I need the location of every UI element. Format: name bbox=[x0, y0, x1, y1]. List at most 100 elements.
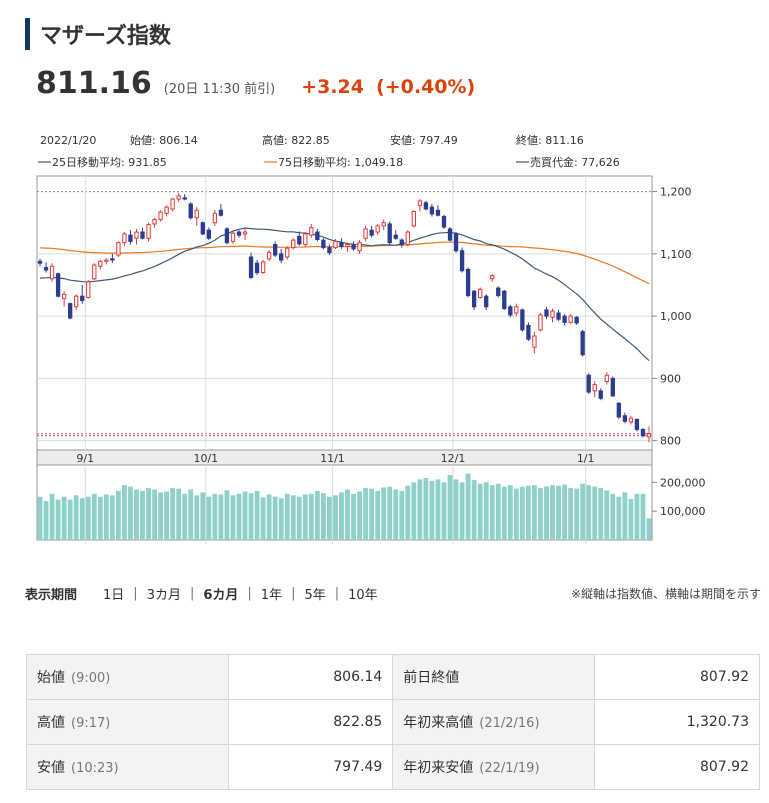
volume-bar bbox=[182, 493, 188, 540]
price-change-percent: (+0.40%) bbox=[376, 76, 476, 98]
volume-bar bbox=[230, 495, 236, 540]
volume-bar bbox=[333, 495, 338, 540]
volume-bar bbox=[109, 495, 115, 540]
volume-bar bbox=[538, 488, 543, 540]
volume-bar bbox=[513, 488, 519, 540]
period-option-10y[interactable]: 10年 bbox=[348, 588, 378, 603]
volume-bar bbox=[122, 485, 127, 540]
candle-body bbox=[459, 250, 465, 272]
x-tick-label: 9/1 bbox=[76, 452, 94, 465]
candle-body bbox=[508, 306, 513, 316]
candle-body bbox=[321, 239, 326, 249]
candle-body bbox=[411, 210, 416, 227]
volume-bar bbox=[369, 488, 375, 540]
period-separator: | bbox=[189, 586, 195, 601]
price-stats-table: 始値 (9:00) 806.14 前日終値 807.92 高値 (9:17) 822… bbox=[26, 654, 760, 790]
period-option-1d[interactable]: 1日 bbox=[103, 588, 125, 603]
stat-value: 1,320.73 bbox=[594, 699, 760, 745]
volume-bar bbox=[266, 494, 272, 540]
candle-body bbox=[538, 314, 543, 331]
axis-note: ※縦軸は指数値、横軸は期間を示す bbox=[570, 587, 761, 601]
candle-body bbox=[562, 315, 567, 323]
candle-body bbox=[242, 231, 248, 235]
candle-body bbox=[441, 215, 447, 228]
candle-body bbox=[622, 415, 628, 422]
candle-body bbox=[592, 384, 597, 392]
volume-bar bbox=[290, 495, 296, 540]
volume-bar bbox=[79, 498, 85, 540]
price-plot-area bbox=[36, 175, 653, 451]
period-separator: | bbox=[334, 586, 340, 601]
volume-bar bbox=[580, 483, 586, 540]
stat-label: 年初来安値 (22/1/19) bbox=[392, 744, 596, 790]
volume-bar bbox=[345, 489, 350, 540]
volume-bar bbox=[248, 493, 254, 540]
candle-body bbox=[490, 275, 495, 280]
period-option-6m[interactable]: 6カ月 bbox=[203, 588, 239, 603]
candle-body bbox=[514, 306, 519, 314]
volume-bar bbox=[218, 494, 224, 540]
volume-bar bbox=[206, 496, 212, 540]
candle-body bbox=[122, 233, 127, 244]
candle-body bbox=[152, 219, 157, 225]
y-tick-label: 1,100 bbox=[660, 248, 692, 261]
volume-bar bbox=[176, 488, 182, 540]
volume-bar bbox=[556, 485, 561, 540]
volume-bar bbox=[550, 485, 555, 540]
candle-body bbox=[598, 390, 603, 399]
candle-body bbox=[327, 247, 332, 254]
volume-bar bbox=[604, 490, 610, 540]
index-title: マザーズ指数 bbox=[40, 24, 171, 49]
volume-bar bbox=[393, 489, 399, 540]
candle-body bbox=[303, 233, 308, 245]
volume-bar bbox=[296, 496, 302, 540]
table-row: 高値 (9:17) 822.85 年初来高値 (21/2/16) 1,320.73 bbox=[26, 699, 760, 745]
candle-body bbox=[134, 231, 139, 239]
volume-bar bbox=[646, 518, 652, 540]
volume-bar bbox=[387, 486, 393, 540]
candle-body bbox=[634, 418, 640, 430]
volume-bar bbox=[278, 498, 284, 540]
volume-bar bbox=[91, 493, 97, 540]
candle-body bbox=[315, 231, 320, 241]
volume-bar bbox=[351, 493, 356, 540]
info-low: 安値: 797.49 bbox=[390, 133, 458, 147]
volume-bar bbox=[586, 485, 592, 540]
period-option-5y[interactable]: 5年 bbox=[304, 588, 326, 603]
volume-bar bbox=[441, 482, 447, 540]
period-selector: 表示期間 1日 | 3カ月 | 6カ月 | 1年 | 5年 | 10年 bbox=[25, 584, 378, 603]
candle-body bbox=[369, 229, 374, 236]
candle-body bbox=[496, 287, 501, 297]
candle-body bbox=[86, 281, 91, 298]
volume-bar bbox=[158, 492, 164, 540]
candle-body bbox=[586, 374, 591, 393]
volume-bar bbox=[103, 494, 109, 540]
candle-body bbox=[291, 239, 296, 249]
volume-bar bbox=[327, 496, 332, 540]
candle-body bbox=[212, 212, 218, 224]
volume-bar bbox=[224, 490, 230, 540]
volume-bar bbox=[598, 488, 604, 540]
current-price: 811.16 bbox=[36, 66, 152, 101]
period-option-1y[interactable]: 1年 bbox=[260, 588, 283, 603]
y-tick-label: 1,000 bbox=[660, 310, 692, 323]
candle-body bbox=[399, 239, 404, 245]
candle-body bbox=[128, 234, 133, 242]
volume-bar bbox=[194, 495, 200, 540]
volume-bar bbox=[568, 488, 574, 540]
candle-body bbox=[339, 242, 344, 247]
volume-bar bbox=[465, 473, 471, 540]
volume-bar bbox=[97, 496, 103, 540]
volume-bar bbox=[525, 485, 531, 540]
stat-label: 年初来高値 (21/2/16) bbox=[392, 699, 596, 745]
candle-body bbox=[188, 203, 193, 219]
candle-body bbox=[580, 331, 585, 356]
volume-bar bbox=[170, 488, 176, 540]
volume-bar bbox=[574, 488, 580, 540]
price-change: +3.24 bbox=[301, 76, 365, 98]
candle-body bbox=[556, 312, 561, 320]
period-option-3m[interactable]: 3カ月 bbox=[146, 588, 181, 603]
candle-body bbox=[363, 228, 368, 239]
y-tick-label: 800 bbox=[660, 435, 681, 448]
candle-body bbox=[478, 288, 483, 298]
